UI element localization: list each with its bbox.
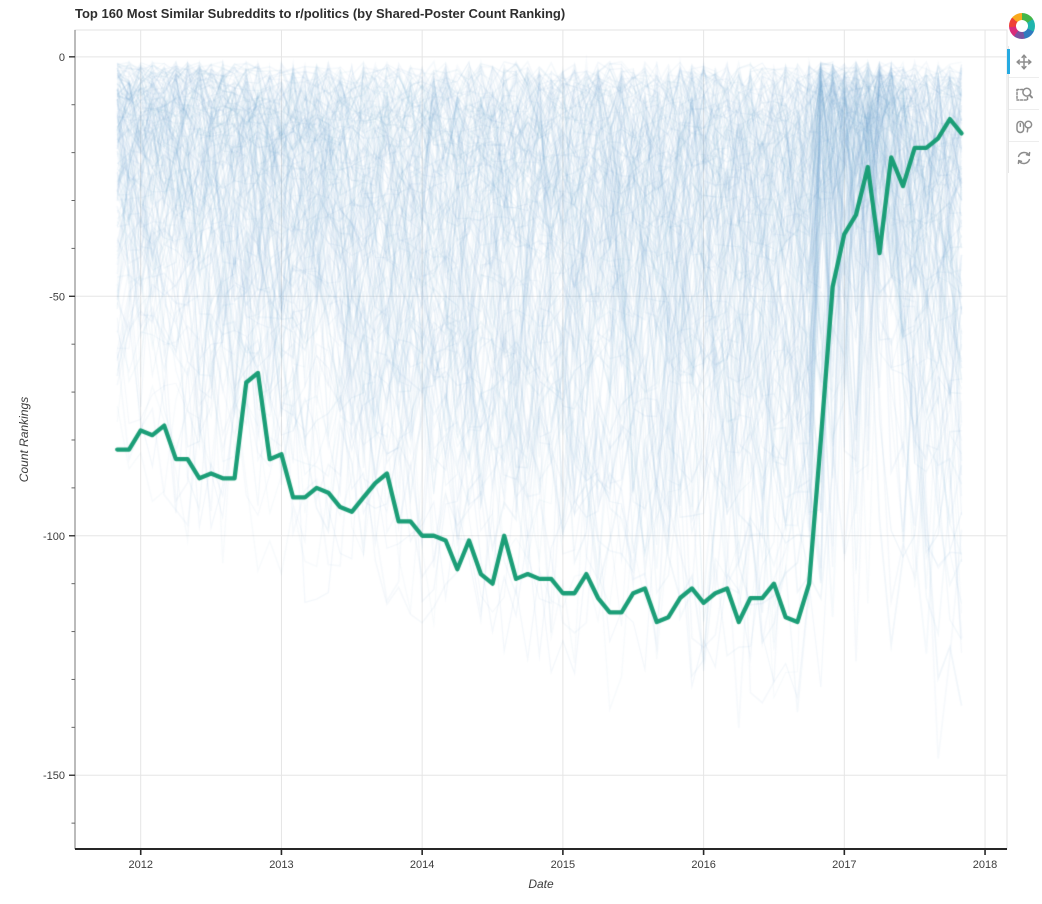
bokeh-logo-button[interactable] (1009, 13, 1037, 41)
wheel-zoom-icon (1015, 120, 1032, 133)
toolbar (1005, 13, 1041, 173)
chart-title: Top 160 Most Similar Subreddits to r/pol… (75, 6, 566, 21)
pan-tool-button[interactable] (1006, 46, 1039, 77)
box-zoom-icon (1015, 87, 1033, 101)
reset-tool-button[interactable] (1008, 141, 1039, 173)
wheel-zoom-tool-button[interactable] (1008, 109, 1039, 141)
reset-icon (1017, 151, 1030, 164)
toolbar-tools (1006, 46, 1039, 173)
box-zoom-tool-button[interactable] (1008, 77, 1039, 109)
bokeh-logo-icon (1009, 13, 1035, 39)
pan-icon (1015, 53, 1032, 70)
